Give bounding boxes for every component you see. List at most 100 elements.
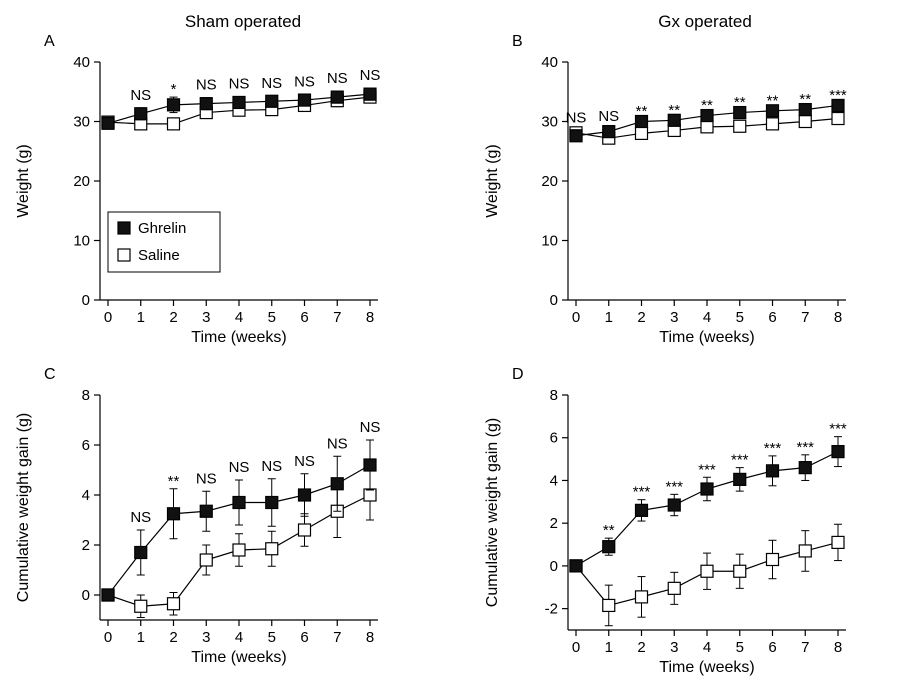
x-tick-label: 0 [104, 629, 112, 646]
significance-label: ** [668, 102, 680, 119]
y-tick-label: 30 [541, 114, 558, 131]
saline-point [265, 542, 279, 556]
y-tick-label: 40 [73, 54, 90, 71]
significance-label: NS [360, 419, 381, 436]
saline-point [634, 590, 649, 604]
ghrelin-point [330, 477, 344, 491]
y-tick-label: 40 [541, 54, 558, 71]
saline-point [297, 523, 312, 537]
ghrelin-point [297, 488, 312, 502]
saline-series [569, 523, 845, 627]
saline-point [363, 488, 377, 502]
x-tick-label: 5 [736, 639, 744, 656]
y-tick-label: 6 [550, 430, 558, 447]
significance-label: *** [829, 87, 847, 104]
x-tick-label: 0 [104, 309, 112, 326]
ghrelin-point [297, 93, 312, 107]
ghrelin-point [831, 445, 845, 459]
saline-point [765, 117, 780, 131]
significance-label: NS [261, 458, 282, 475]
significance-label: ** [767, 92, 779, 109]
x-tick-label: 8 [834, 639, 842, 656]
x-tick-label: 5 [736, 309, 744, 326]
saline-point [232, 543, 246, 557]
ghrelin-point [363, 87, 377, 101]
panel-label: A [44, 33, 55, 50]
x-tick-label: 5 [268, 309, 276, 326]
saline-point [831, 111, 845, 126]
panel-c: C 0 2 4 6 8 0 1 2 3 4 5 6 7 8 Time (weeks) Cumulative we… [15, 366, 380, 666]
ghrelin-series [569, 98, 845, 143]
x-tick-label: 4 [235, 309, 243, 326]
significance-label: NS [130, 509, 151, 526]
saline-point [700, 120, 714, 134]
ghrelin-point [798, 461, 812, 475]
ghrelin-point [265, 94, 279, 108]
saline-point [700, 564, 714, 578]
x-tick-label: 8 [834, 309, 842, 326]
x-tick-label: 1 [137, 629, 145, 646]
y-tick-label: 4 [82, 487, 90, 504]
legend-ghrelin-swatch [117, 221, 131, 235]
x-tick-label: 8 [366, 309, 374, 326]
x-tick-label: 2 [637, 309, 645, 326]
x-tick-label: 7 [333, 309, 341, 326]
significance-label: NS [598, 108, 619, 125]
ghrelin-point [569, 559, 583, 573]
column-title-sham: Sham operated [185, 12, 301, 31]
saline-point [134, 599, 148, 613]
ghrelin-series [101, 439, 377, 602]
significance-label: NS [229, 459, 250, 476]
y-tick-label: 10 [73, 233, 90, 250]
legend-saline-label: Saline [138, 247, 180, 264]
x-tick-label: 2 [169, 629, 177, 646]
x-tick-label: 4 [703, 309, 711, 326]
saline-point [798, 114, 812, 129]
x-tick-label: 6 [300, 629, 308, 646]
y-tick-label: 2 [550, 515, 558, 532]
significance-label: NS [294, 453, 315, 470]
x-tick-label: 6 [300, 309, 308, 326]
x-tick-label: 4 [235, 629, 243, 646]
x-axis-label: Time (weeks) [659, 329, 754, 346]
ghrelin-point [798, 102, 812, 117]
ghrelin-point [134, 107, 148, 121]
y-tick-label: 4 [550, 472, 558, 489]
x-tick-label: 5 [268, 629, 276, 646]
saline-point [166, 117, 181, 131]
y-tick-label: 20 [73, 173, 90, 190]
x-tick-label: 6 [768, 309, 776, 326]
x-tick-label: 1 [605, 309, 613, 326]
x-tick-label: 0 [572, 309, 580, 326]
significance-label: *** [665, 478, 683, 495]
y-tick-label: 8 [82, 387, 90, 404]
saline-point [199, 553, 213, 567]
x-axis-label: Time (weeks) [659, 659, 754, 676]
significance-label: ** [799, 91, 811, 108]
significance-label: NS [294, 74, 315, 91]
x-tick-label: 1 [137, 309, 145, 326]
significance-label: *** [829, 421, 847, 438]
ghrelin-point [733, 472, 747, 486]
x-tick-label: 4 [703, 639, 711, 656]
y-axis-label: Cumulative weight gain (g) [484, 418, 501, 607]
saline-point [831, 535, 845, 550]
legend-box [107, 211, 221, 273]
ghrelin-series [101, 87, 377, 130]
panel-a: A 0 10 20 30 40 0 1 2 3 4 5 6 7 8 Time (weeks) Weight (g… [15, 33, 380, 346]
x-axis-label: Time (weeks) [191, 649, 286, 666]
ghrelin-point [232, 95, 246, 110]
panel-label: B [512, 33, 523, 50]
legend-saline-swatch [117, 248, 131, 262]
ghrelin-point [363, 458, 377, 472]
saline-point [733, 119, 747, 133]
y-tick-label: 2 [82, 537, 90, 554]
x-tick-label: 1 [605, 639, 613, 656]
significance-label: *** [764, 440, 782, 457]
y-tick-label: 0 [82, 292, 90, 309]
legend: Ghrelin Saline [107, 211, 221, 273]
legend-ghrelin-label: Ghrelin [138, 220, 186, 237]
significance-label: ** [168, 473, 180, 490]
x-tick-label: 8 [366, 629, 374, 646]
ghrelin-point [667, 498, 681, 512]
